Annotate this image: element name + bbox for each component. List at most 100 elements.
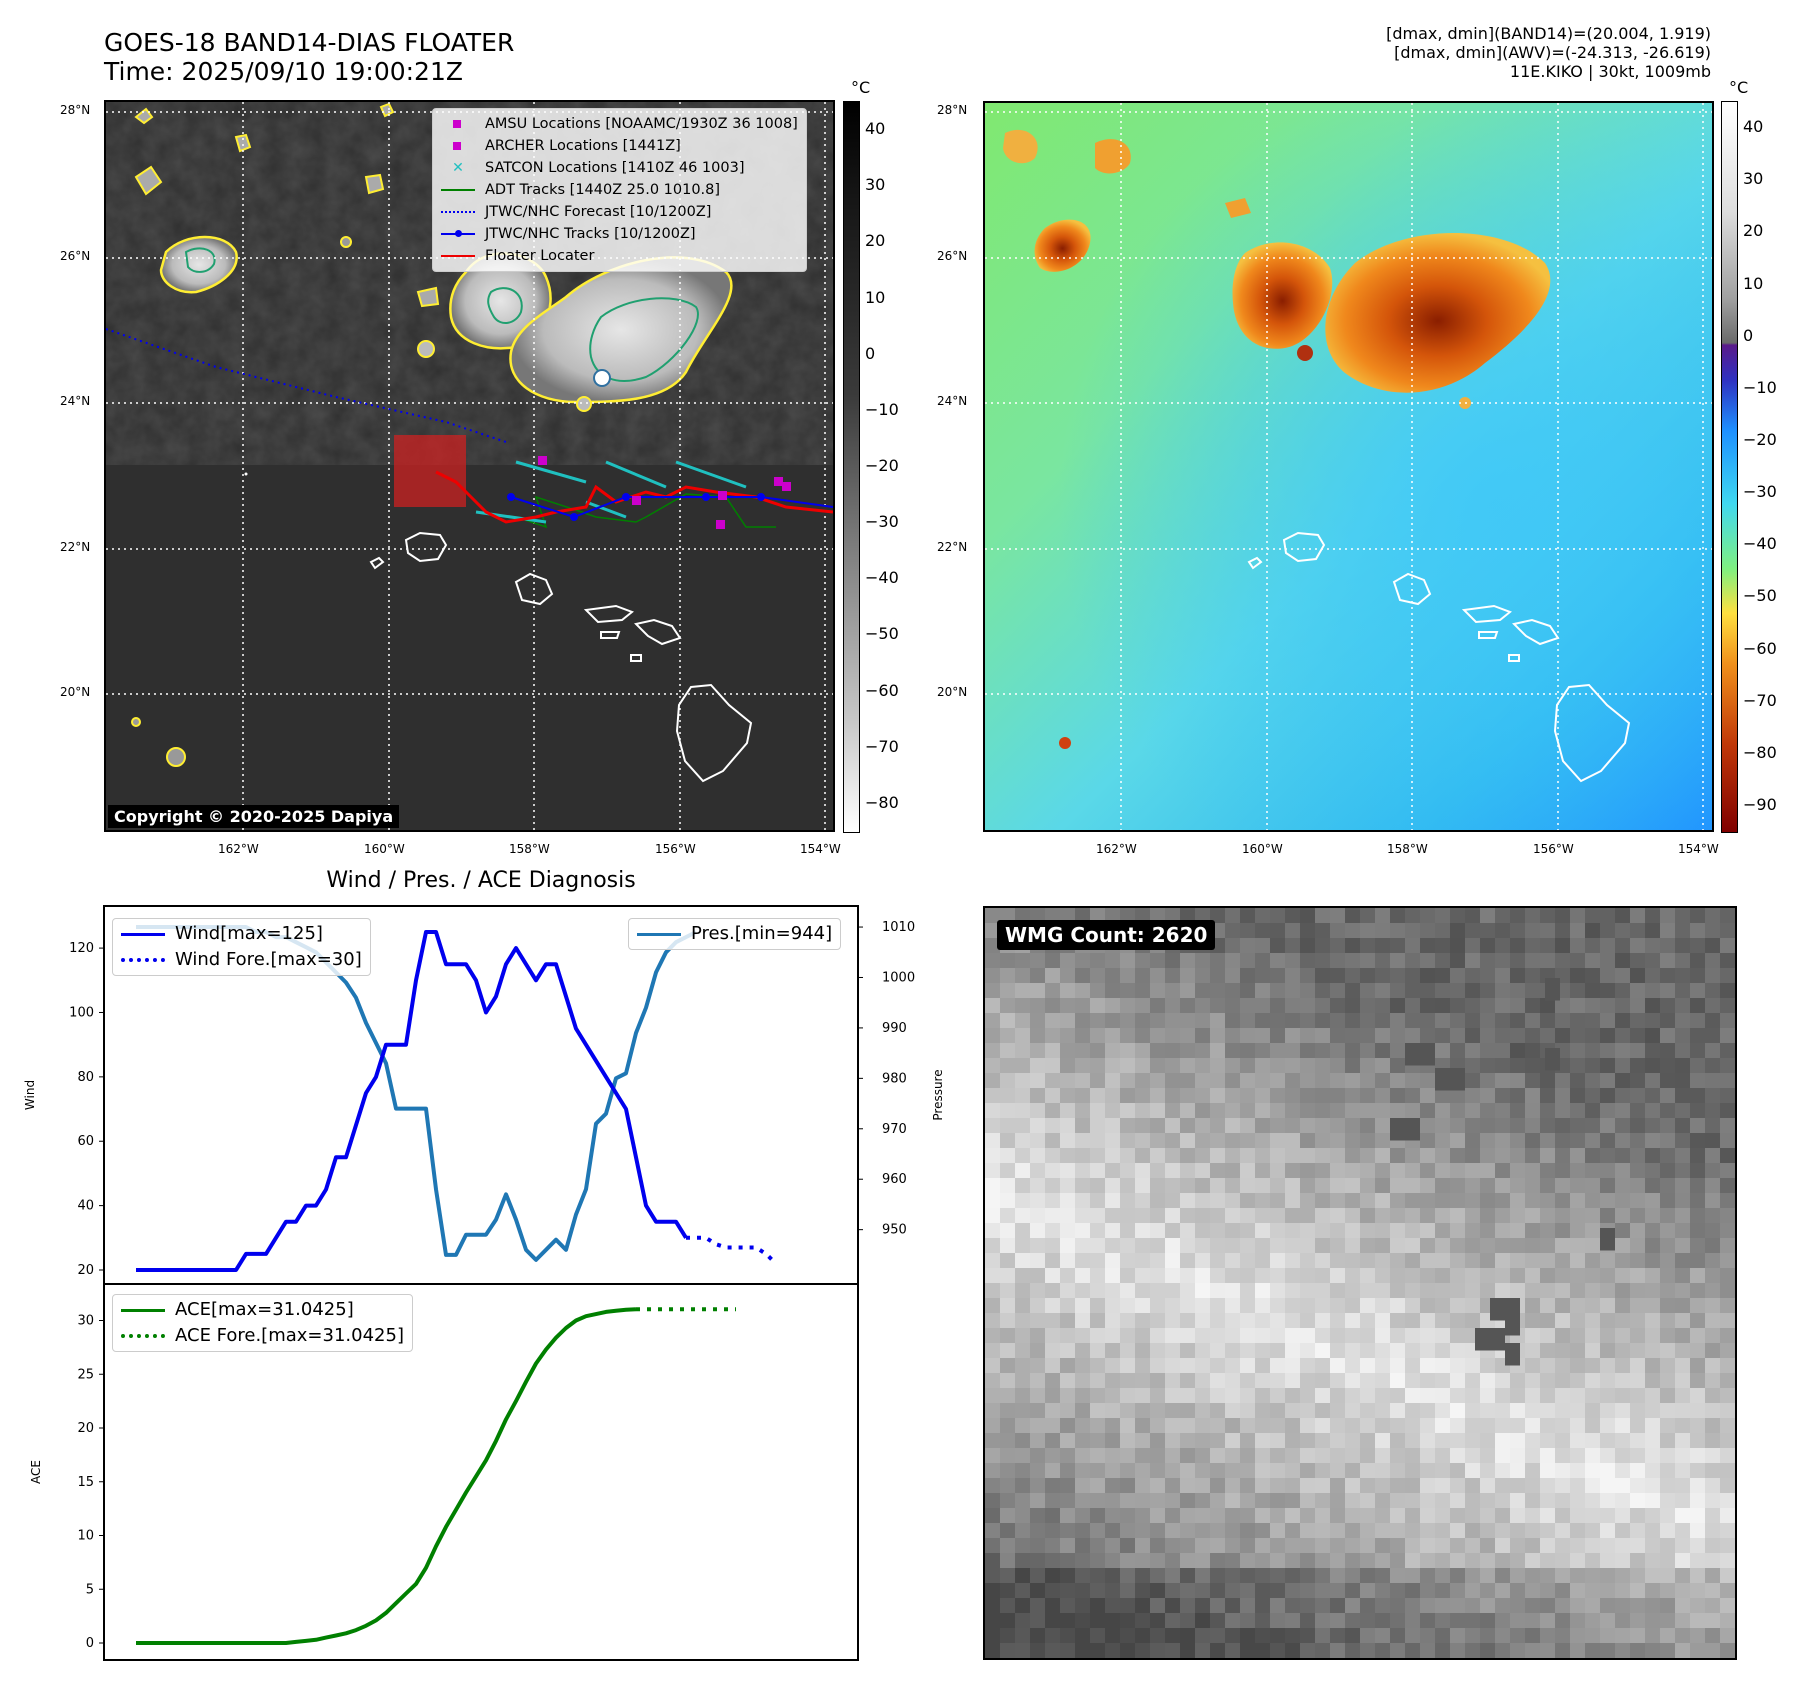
wmg-pixel [1135,1628,1150,1643]
wmg-pixel [1585,1208,1600,1223]
wmg-pixel [1075,1493,1090,1508]
wv-colorbar-tick: −70 [1743,690,1777,710]
wmg-pixel [1285,1118,1300,1133]
wmg-pixel [1675,1418,1690,1433]
wmg-pixel [1060,1298,1075,1313]
wmg-pixel [1720,1118,1735,1133]
wmg-pixel [1000,1013,1015,1028]
wmg-pixel [1270,1403,1285,1418]
wmg-pixel [1435,998,1450,1013]
wmg-pixel [985,908,1000,923]
wmg-pixel [1150,1448,1165,1463]
wmg-pixel [1435,1118,1450,1133]
wmg-pixel [1045,1133,1060,1148]
wmg-pixel [1060,1103,1075,1118]
wmg-pixel [1195,1103,1210,1118]
wmg-pixel [1165,1508,1180,1523]
wmg-pixel [1000,1268,1015,1283]
wmg-pixel [1045,1028,1060,1043]
wmg-pixel [1000,1118,1015,1133]
info-dmax-band14: [dmax, dmin](BAND14)=(20.004, 1.919) [1386,24,1711,43]
wmg-pixel [1195,1568,1210,1583]
wmg-pixel [1435,1433,1450,1448]
wmg-pixel [1540,1463,1555,1478]
wmg-pixel [1165,1163,1180,1178]
wmg-pixel [1585,1193,1600,1208]
wmg-pixel [1495,1073,1510,1088]
wmg-pixel [1720,1358,1735,1373]
wmg-pixel [1690,1268,1705,1283]
wmg-pixel [1105,1103,1120,1118]
wmg-pixel [1585,1133,1600,1148]
wmg-pixel [1015,908,1030,923]
wmg-pixel [1615,1163,1630,1178]
wmg-pixel [1195,1583,1210,1598]
wmg-pixel [1480,1373,1495,1388]
wmg-pixel [1300,1103,1315,1118]
wmg-pixel [1570,1358,1585,1373]
wmg-pixel [1510,1148,1525,1163]
wmg-pixel [1240,1343,1255,1358]
wmg-pixel [1675,968,1690,983]
wmg-pixel [1000,1223,1015,1238]
wmg-pixel [1180,1628,1195,1643]
wmg-pixel [1030,1523,1045,1538]
wmg-pixel [1720,983,1735,998]
wmg-pixel [1165,1478,1180,1493]
wmg-pixel [1225,968,1240,983]
figure-title: GOES-18 BAND14-DIAS FLOATER [104,28,515,57]
wmg-pixel [1645,923,1660,938]
wmg-pixel [1240,1583,1255,1598]
wmg-pixel [1300,1193,1315,1208]
pressure-y-tick-label: 1000 [882,970,915,985]
wmg-pixel [1420,1433,1435,1448]
wmg-pixel [1060,983,1075,998]
wmg-pixel [1300,998,1315,1013]
wmg-pixel [1540,1478,1555,1493]
wmg-pixel [1465,1418,1480,1433]
wmg-pixel [1480,1433,1495,1448]
wmg-pixel [1150,1328,1165,1343]
wmg-pixel [1195,1478,1210,1493]
wmg-pixel [1510,1238,1525,1253]
wmg-pixel [1000,998,1015,1013]
legend-jtwc-tracks: JTWC/NHC Tracks [10/1200Z] [441,223,798,245]
wmg-pixel [1555,1148,1570,1163]
ir-colorbar-tick: −10 [865,399,899,419]
wmg-pixel [1360,1283,1375,1298]
wmg-dark-pixel [1490,1298,1505,1321]
wmg-pixel [1015,1268,1030,1283]
wmg-pixel [1330,1493,1345,1508]
wmg-pixel [1240,953,1255,968]
wmg-pixel [1345,1238,1360,1253]
wmg-pixel [1315,1118,1330,1133]
wmg-pixel [1450,1253,1465,1268]
wmg-pixel [1285,968,1300,983]
wmg-pixel [1465,1253,1480,1268]
wv-lon-label: 158°W [1387,842,1428,856]
wmg-dark-pixel [1435,1068,1450,1091]
wmg-pixel [1465,1163,1480,1178]
wmg-pixel [1075,1568,1090,1583]
wmg-pixel [1405,1433,1420,1448]
wmg-pixel [1240,1313,1255,1328]
wmg-pixel [1435,1523,1450,1538]
wmg-pixel [1480,1493,1495,1508]
wmg-pixel [1600,1253,1615,1268]
wmg-pixel [1330,1223,1345,1238]
wmg-pixel [1180,1223,1195,1238]
wmg-pixel [1630,1358,1645,1373]
wmg-pixel [1690,1253,1705,1268]
wmg-pixel [1405,1343,1420,1358]
wmg-pixel [1075,1268,1090,1283]
wmg-pixel [1075,1553,1090,1568]
wmg-pixel [1660,1583,1675,1598]
wmg-pixel [1285,1538,1300,1553]
wmg-pixel [1585,1283,1600,1298]
wmg-pixel [1300,1268,1315,1283]
wmg-pixel [1645,1043,1660,1058]
wmg-pixel [1645,953,1660,968]
wmg-pixel [1015,1043,1030,1058]
wmg-pixel [1030,1478,1045,1493]
wmg-pixel [1150,1598,1165,1613]
